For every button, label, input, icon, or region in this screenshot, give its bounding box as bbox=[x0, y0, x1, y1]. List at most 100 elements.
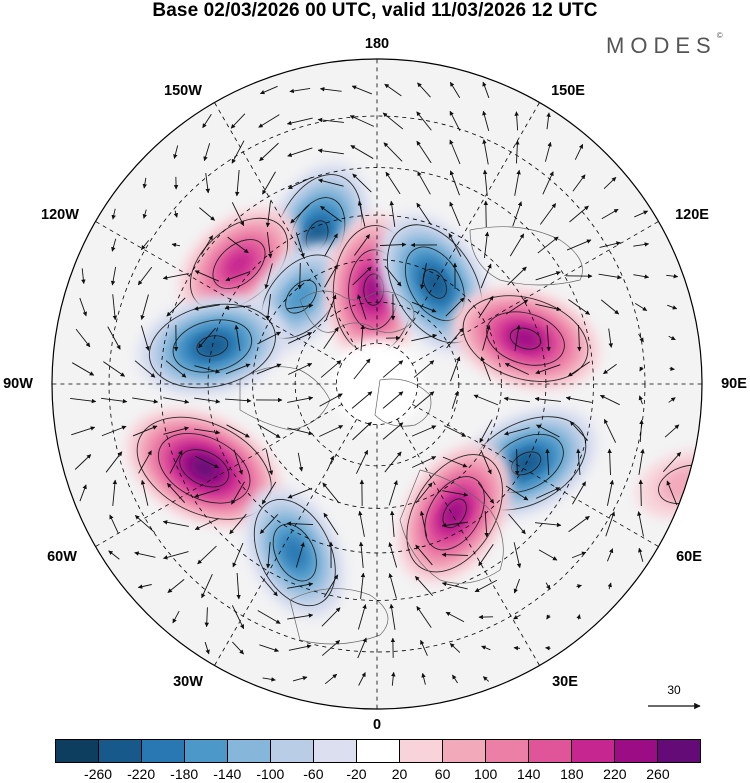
wind-vector bbox=[103, 361, 126, 377]
wind-vector bbox=[172, 610, 180, 624]
wind-vector bbox=[227, 236, 249, 254]
wind-vector bbox=[287, 582, 314, 589]
wind-vector bbox=[601, 208, 619, 220]
wind-vector bbox=[539, 203, 557, 225]
wind-vector bbox=[535, 487, 561, 499]
wind-vector bbox=[482, 139, 489, 165]
wind-vector bbox=[537, 236, 559, 254]
wind-vector bbox=[74, 454, 92, 470]
wind-vector bbox=[259, 514, 279, 534]
wind-vector bbox=[265, 294, 271, 321]
wind-vector bbox=[323, 512, 339, 536]
wind-vector bbox=[441, 552, 469, 557]
wind-vector bbox=[360, 572, 366, 599]
colorbar-segment bbox=[271, 740, 314, 762]
lon-label-90w: 90W bbox=[3, 376, 33, 392]
wind-vector bbox=[450, 356, 461, 382]
colorbar-tick-label: 260 bbox=[646, 766, 670, 782]
wind-vector bbox=[234, 170, 240, 197]
wind-vector bbox=[321, 640, 341, 656]
wind-vector bbox=[163, 397, 190, 404]
wind-vector bbox=[568, 515, 590, 533]
wind-vector bbox=[634, 303, 648, 311]
wind-vector bbox=[598, 273, 622, 280]
wind-vector bbox=[505, 299, 529, 315]
wind-vector bbox=[504, 363, 529, 375]
wind-vector bbox=[109, 514, 119, 534]
wind-vector bbox=[297, 452, 304, 472]
wind-vector bbox=[203, 143, 211, 162]
wind-vector bbox=[538, 549, 558, 561]
wind-vector bbox=[383, 142, 403, 162]
wind-vector bbox=[382, 391, 404, 409]
wind-vector bbox=[287, 427, 314, 436]
wind-vector bbox=[508, 513, 526, 535]
wind-vector bbox=[478, 544, 494, 567]
wind-vector bbox=[265, 449, 274, 476]
wind-vector bbox=[576, 584, 582, 589]
wind-vector bbox=[535, 522, 562, 528]
graticule bbox=[52, 59, 702, 709]
wind-vector bbox=[535, 303, 562, 312]
wind-vector bbox=[79, 484, 87, 502]
wind-vector bbox=[442, 456, 468, 468]
colorbar-segment bbox=[443, 740, 486, 762]
wind-vector bbox=[666, 273, 679, 279]
wind-vector bbox=[667, 304, 678, 310]
wind-vector bbox=[266, 232, 273, 259]
wind-vector bbox=[637, 511, 644, 537]
wind-vector bbox=[323, 326, 339, 350]
wind-vector bbox=[358, 541, 364, 568]
lon-label-120w: 120W bbox=[41, 207, 79, 223]
wind-vector bbox=[71, 426, 96, 436]
wind-vector bbox=[257, 423, 281, 439]
wind-vector bbox=[265, 201, 271, 228]
wind-vector bbox=[287, 396, 314, 403]
wind-vector bbox=[445, 297, 465, 317]
wind-vector bbox=[389, 603, 396, 630]
colorbar-tick-label: -260 bbox=[84, 766, 113, 782]
wind-vector bbox=[449, 110, 461, 132]
wind-vector bbox=[505, 485, 529, 501]
wind-vector bbox=[382, 360, 404, 378]
wind-vector bbox=[634, 210, 649, 218]
wind-vector bbox=[664, 424, 680, 438]
wind-vector bbox=[477, 482, 495, 504]
anomaly-negative-center bbox=[244, 487, 345, 619]
wind-vector bbox=[606, 548, 614, 562]
wind-vector bbox=[353, 358, 371, 380]
wind-vector bbox=[108, 550, 120, 560]
wind-vector bbox=[504, 427, 530, 436]
wind-vector bbox=[411, 425, 437, 437]
colorbar-tick-label: -180 bbox=[170, 766, 199, 782]
wind-vector bbox=[639, 366, 644, 372]
wind-vector bbox=[111, 208, 116, 220]
wind-vector bbox=[355, 449, 369, 474]
wind-vector bbox=[231, 605, 245, 630]
wind-vector bbox=[292, 675, 308, 682]
colorbar-segment bbox=[400, 740, 443, 762]
wind-vector bbox=[351, 85, 373, 95]
wind-vector bbox=[75, 328, 91, 348]
wind-vector bbox=[484, 510, 489, 538]
anomaly-positive-center bbox=[397, 443, 512, 584]
wind-vector bbox=[230, 113, 246, 129]
wind-vector bbox=[319, 86, 342, 92]
colorbar-labels: -260 -220 -180 -140 -100 -60 -20 20 60 100 140 180 2… bbox=[0, 766, 750, 783]
brand-text: MODES bbox=[606, 33, 717, 58]
wind-vector bbox=[415, 575, 433, 596]
wind-vector bbox=[668, 335, 676, 341]
wind-vector bbox=[571, 551, 587, 559]
wind-vector bbox=[413, 391, 435, 409]
wind-vector bbox=[259, 85, 278, 95]
wind-vector bbox=[324, 233, 338, 257]
lon-label-30e: 30E bbox=[552, 674, 578, 690]
wind-vector bbox=[482, 676, 490, 682]
wind-vector bbox=[324, 673, 338, 685]
lon-label-120e: 120E bbox=[675, 207, 709, 223]
wind-vector bbox=[565, 396, 592, 403]
wind-vector bbox=[569, 421, 589, 441]
wind-vector bbox=[474, 579, 498, 593]
wind-vector bbox=[451, 390, 459, 409]
